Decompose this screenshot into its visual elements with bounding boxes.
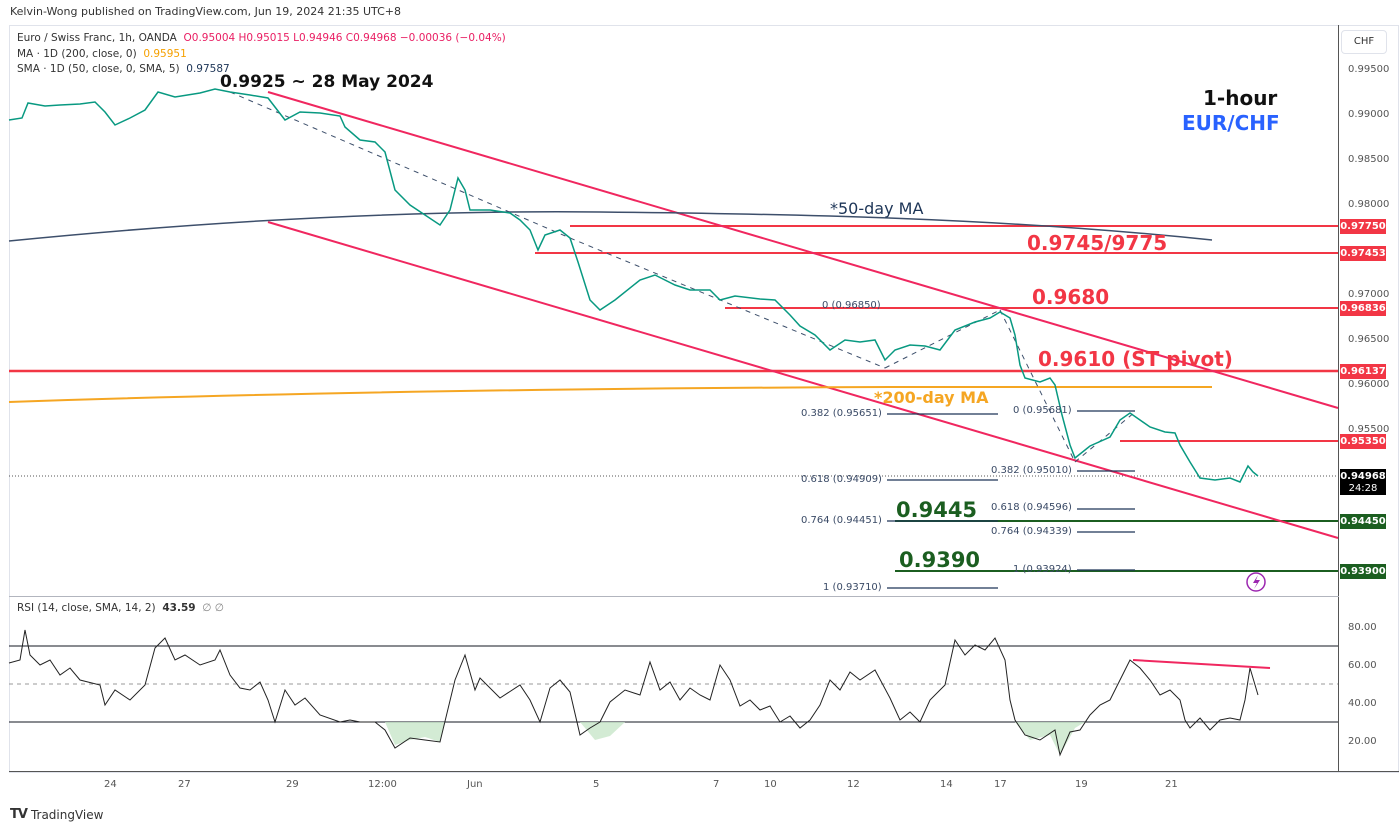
time-tick: 14 [940, 779, 953, 790]
fib-left-618: 0.618 (0.94909) [801, 474, 882, 485]
rsi-extra: ∅ ∅ [202, 602, 224, 614]
resistance-2-annotation: 0.9680 [1032, 285, 1110, 309]
price-tick: 0.96500 [1348, 334, 1390, 345]
fib-right-618: 0.618 (0.94596) [991, 502, 1072, 513]
fib-left-764: 0.764 (0.94451) [801, 515, 882, 526]
price-tick: 0.99000 [1348, 109, 1390, 120]
time-tick: 19 [1075, 779, 1088, 790]
price-axis-border [1338, 25, 1339, 771]
rsi-tick: 80.00 [1348, 622, 1377, 633]
rsi-legend: RSI (14, close, SMA, 14, 2) 43.59 ∅ ∅ [17, 602, 224, 614]
price-tag-0.94450: 0.94450 [1340, 514, 1386, 529]
currency-button[interactable]: CHF [1341, 30, 1387, 54]
chart-frame [9, 25, 1399, 773]
fib-left-0: 0 (0.96850) [822, 300, 881, 311]
time-axis-border [9, 771, 1399, 772]
price-tag-0.96836: 0.96836 [1340, 301, 1386, 316]
timeframe-label: 1-hour [1203, 86, 1278, 110]
sma50-legend: SMA · 1D (50, close, 0, SMA, 5) [17, 63, 180, 75]
fib-right-764: 0.764 (0.94339) [991, 526, 1072, 537]
rsi-divergence-line [1132, 659, 1271, 669]
symbol-label: Euro / Swiss Franc, 1h, OANDA [17, 32, 177, 44]
tv-logo-icon: TV [10, 807, 28, 822]
price-line [8, 88, 1259, 483]
rsi-line [8, 629, 1259, 757]
time-tick: 24 [104, 779, 117, 790]
ma200-annotation: *200-day MA [874, 388, 989, 407]
rsi-tick: 20.00 [1348, 736, 1377, 747]
bar-countdown: 24:28 [1348, 483, 1378, 494]
price-tag-0.97453: 0.97453 [1340, 246, 1386, 261]
channel-lower [267, 221, 1339, 539]
price-tick: 0.98500 [1348, 154, 1390, 165]
ma50-annotation: *50-day MA [830, 199, 924, 218]
time-tick: 12 [847, 779, 860, 790]
rsi-label: RSI (14, close, SMA, 14, 2) [17, 602, 156, 614]
price-tick: 0.95500 [1348, 424, 1390, 435]
ohlc-values: O0.95004 H0.95015 L0.94946 C0.94968 −0.0… [183, 32, 506, 44]
high-annotation: 0.9925 ~ 28 May 2024 [220, 72, 434, 92]
time-tick: Jun [467, 779, 483, 790]
fib-right-0: 0 (0.95681) [1013, 405, 1072, 416]
pane-separator[interactable] [9, 596, 1339, 597]
ma50-line [8, 211, 1213, 242]
pivot-annotation: 0.9610 (ST pivot) [1038, 347, 1233, 371]
ma200-value: 0.95951 [143, 47, 187, 60]
last-price: 0.94968 [1340, 471, 1386, 482]
ma200-line [8, 386, 1212, 403]
chart-legend: Euro / Swiss Franc, 1h, OANDA O0.95004 H… [17, 31, 506, 78]
publisher-line: Kelvin-Wong published on TradingView.com… [10, 5, 401, 18]
fib-right-382: 0.382 (0.95010) [991, 465, 1072, 476]
fib-right-1: 1 (0.93924) [1013, 564, 1072, 575]
ma200-legend: MA · 1D (200, close, 0) [17, 47, 137, 60]
price-tag-0.96137: 0.96137 [1340, 364, 1386, 379]
price-tag-0.93900: 0.93900 [1340, 564, 1386, 579]
price-tag-0.95350: 0.95350 [1340, 434, 1386, 449]
fib-left-1: 1 (0.93710) [823, 582, 882, 593]
support-1-annotation: 0.9445 [896, 498, 978, 522]
fib-left-382: 0.382 (0.95651) [801, 408, 882, 419]
pair-label: EUR/CHF [1182, 111, 1280, 135]
time-tick: 10 [764, 779, 777, 790]
rsi-tick: 60.00 [1348, 660, 1377, 671]
sma50-value: 0.97587 [186, 63, 230, 75]
time-tick: 21 [1165, 779, 1178, 790]
price-tick: 0.96000 [1348, 379, 1390, 390]
brand-name: TradingView [30, 807, 104, 822]
time-tick: 27 [178, 779, 191, 790]
time-tick: 7 [713, 779, 720, 790]
time-tick: 5 [593, 779, 600, 790]
support-2-annotation: 0.9390 [899, 548, 981, 572]
rsi-tick: 40.00 [1348, 698, 1377, 709]
price-tick: 0.99500 [1348, 64, 1390, 75]
price-tick: 0.98000 [1348, 199, 1390, 210]
tradingview-logo[interactable]: TV TradingView [10, 807, 103, 822]
time-tick: 12:00 [368, 779, 397, 790]
channel-upper [267, 91, 1339, 409]
flash-icon[interactable] [1246, 572, 1266, 592]
price-tag-0.97750: 0.97750 [1340, 219, 1386, 234]
price-tick: 0.97000 [1348, 289, 1390, 300]
resistance-annotation: 0.9745/9775 [1027, 231, 1168, 255]
last-price-tag: 0.94968 24:28 [1340, 469, 1386, 495]
time-tick: 29 [286, 779, 299, 790]
time-tick: 17 [994, 779, 1007, 790]
rsi-value: 43.59 [162, 602, 196, 614]
